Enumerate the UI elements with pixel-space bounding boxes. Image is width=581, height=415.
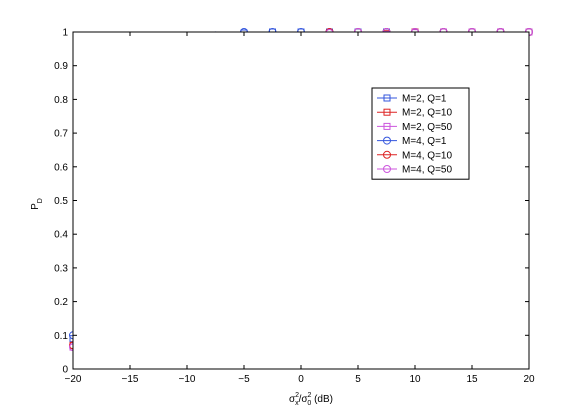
legend-entry: M=2, Q=50 [377,122,452,133]
circle-marker [383,165,391,173]
square-marker [383,108,391,116]
square-marker [383,122,391,130]
legend-entry: M=4, Q=50 [377,165,452,176]
y-tick-label: 0.1 [54,331,68,342]
y-tick-label: 0.5 [54,196,68,207]
legend-entry: M=4, Q=10 [377,150,452,161]
y-tick-label: 1 [62,28,68,39]
legend-label: M=2, Q=50 [402,122,452,133]
x-tick-label: −5 [238,374,250,385]
axes: −20 −15 −10 −5 0 5 10 15 20 0 0.1 0.2 0.3 0.4 0.5 0.6 0.… [54,28,535,386]
x-tick-label: 10 [409,374,421,385]
y-tick-label: 0.9 [54,61,68,72]
x-tick-label: −10 [179,374,196,385]
legend-entry: M=4, Q=1 [377,136,447,147]
legend-box [371,87,470,180]
circle-marker [383,136,391,145]
x-tick-label: 20 [523,374,535,385]
axes-box [72,31,530,370]
x-tick-label: 15 [466,374,478,385]
legend-label: M=4, Q=1 [402,136,447,147]
y-tick-label: 0.6 [54,162,68,173]
legend-label: M=2, Q=1 [402,94,447,105]
circle-marker [383,150,391,159]
legend-label: M=2, Q=10 [402,108,452,119]
legend-label: M=4, Q=10 [402,150,452,161]
x-axis-label: σ2 x/σ2 0 (dB) [289,392,333,407]
y-tick-label: 0.2 [54,297,68,308]
y-tick-label: 0.3 [54,263,68,274]
legend: M=2, Q=1 M=2, Q=10 M=2, Q=50 M=4, Q=1 M=4, Q… [371,87,470,180]
legend-entry: M=2, Q=1 [377,94,447,105]
x-tick-label: −15 [122,374,139,385]
y-tick-label: 0.4 [54,230,68,241]
legend-entry: M=2, Q=10 [377,108,452,119]
y-axis-label: PD [30,198,44,210]
x-tick-label: 0 [298,374,304,385]
y-tick-label: 0.8 [54,95,68,106]
legend-label: M=4, Q=50 [402,165,452,176]
square-marker [383,94,391,102]
x-tick-label: 5 [355,374,361,385]
y-tick-label: 0.7 [54,129,68,140]
y-tick-label: 0 [62,365,68,376]
x-tick-label: −20 [65,374,82,385]
